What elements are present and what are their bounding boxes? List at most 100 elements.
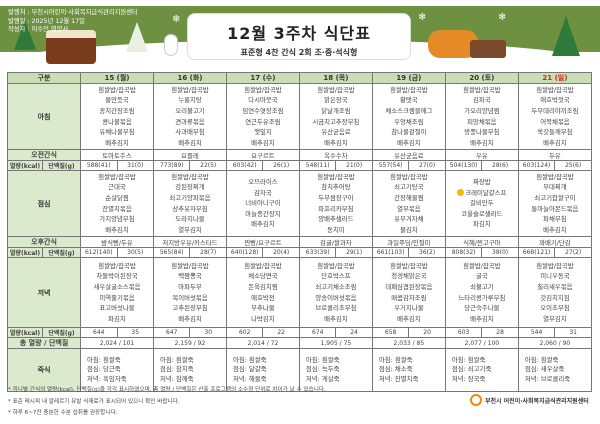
protein-value: 28(7) [189,247,227,258]
menu-item: 강된장찌개 [175,183,205,192]
menu-item: 동치미 [327,225,345,234]
day-header: 19 (금) [371,72,446,84]
menu-item: 견과류볶음 [175,117,205,126]
menu-item: 방풍나물무침 [464,128,500,137]
protein-value: 22(5) [189,160,227,171]
menu-item: 쇠고기양파볶음 [169,193,211,202]
snack-cell: 저지방우유/카스타드 [152,236,227,248]
menu-item: 김파국 [473,96,491,105]
menu-item: 참나물겉절이 [391,128,427,137]
menu-item: 채소스크램블에그 [385,106,433,115]
gingerbread-house-icon [46,30,96,64]
menu-item: 유산균음료 [321,128,351,137]
porridge-item: 점심: 새우살죽 [524,365,565,374]
porridge-item: 아침: 흰쌀죽 [378,355,413,364]
menu-item: 흰쌀밥/잡곡밥 [390,172,428,181]
kcal-value: 548(11) [298,160,337,171]
menu-item: 코울슬로샐러드 [461,209,503,218]
porridge-item: 아침: 흰쌀죽 [524,355,559,364]
snack-cell: 유산균음료 [371,149,446,161]
menu-cell: 흰쌀밥/잡곡밥 쇠고기탕국 간장해물찜 열무볶음 유부겨자채 물김치 [371,170,446,237]
menu-item: 열무김치 [178,225,202,234]
snack-cell: 식혜/찐고구마 [444,236,519,248]
menu-item: 근대국 [108,183,126,192]
day-header: 21 (일) [517,72,593,84]
menu-item: 흰쌀밥/잡곡밥 [98,85,136,94]
menu-item: 고추된장무침 [172,304,208,313]
menu-item: 흰쌀밥/잡곡밥 [317,261,355,270]
row-label-dinner: 저녁 [6,257,82,328]
menu-item: 사과배무침 [175,128,205,137]
menu-item: 가지양념무침 [99,215,135,224]
title-box: 12월 3주차 식단표 표준형 4찬 간식 2회 조·중·석식형 [187,13,411,60]
table-row: 열량(kcal) 단백질(g) 588(41) 31(0) 773(89) 22(5) 60… [7,160,592,171]
kcal-value: 603(124) [517,160,556,171]
porridge-item: 아침: 흰쌀죽 [87,355,121,364]
menu-item: 도라지나물 [175,215,205,224]
snack-cell: 요플레 [152,149,227,161]
protein-value: 27(2) [554,247,592,258]
kcal-value: 668(121) [517,247,556,258]
menu-item: 크레미달걀스프 [465,188,507,197]
menu-item: 오이초무침 [540,304,570,313]
menu-cell: 흰쌀밥/잡곡밥 미니우동국 칠리새우볶음 갓김치지짐 오이초무침 열무김치 [517,257,593,328]
day-header: 15 (월) [80,72,154,84]
menu-cell: 흰쌀밥/잡곡밥 다시마뭇국 임연수엿장조림 연근두유조림 깻잎지 배추김치 [225,83,300,150]
porridge-cell: 아침: 흰쌀죽 점심: 달걀죽 저녁: 해물죽 [225,348,300,392]
protein-value: 20(4) [262,247,300,258]
menu-item: 부대찌개 [543,183,567,192]
menu-item: 부추나물 [251,304,275,313]
menu-item: 유채나물무침 [99,128,135,137]
porridge-cell: 아침: 흰쌀죽 점심: 녹두죽 저녁: 게살죽 [298,348,373,392]
menu-item: 두부쌈장구이 [318,193,354,202]
menu-item: 쇠불고기 [470,282,494,291]
day-header: 16 (화) [152,72,227,84]
kcal-label: 열량(kcal) [7,327,43,338]
snack-cell: 밤식빵/두유 [80,236,154,248]
menu-cell: 흰쌀밥/잡곡밥 부대찌개 쇠고기찹쌀구이 통마늘아몬드볶음 파채무침 배추김치 [517,170,593,237]
menu-item: 가오리양념찜 [464,106,500,115]
porridge-item: 점심: 당근죽 [87,365,121,374]
menu-item: 열무김치 [543,314,567,323]
protein-value: 28 [481,327,519,338]
menu-item: 배추김치 [543,138,567,147]
menu-item: 황탯국 [400,96,418,105]
menu-item: 흰쌀밥/잡곡밥 [536,172,574,181]
total-value: 2,060 / 90 [517,337,593,349]
menu-cell: 흰쌀밥/잡곡밥 애호박젓국 두부데리야끼조림 어묵채볶음 쑥갓들깨무침 배추김치 [517,83,593,150]
porridge-cell: 아침: 흰쌀죽 점심: 채소죽 저녁: 잔멸치죽 [371,348,446,392]
porridge-item: 아침: 흰쌀죽 [305,355,340,364]
protein-label: 단백질(g) [41,247,82,258]
menu-item: 오므라이스 [248,178,278,187]
menu-item: 갓김치지짐 [540,293,570,302]
snack-cell: 옥수수차 [298,149,373,161]
porridge-item: 저녁: 흑임자죽 [87,374,127,383]
kcal-value: 603(42) [225,160,264,171]
publish-date: 발행일 : 2025년 12월 17일 [8,17,85,25]
snack-cell: 꽈배기/단감 [517,236,593,248]
porridge-item: 저녁: 게살죽 [305,374,340,383]
porridge-cell: 아침: 흰쌀죽 점심: 쇠고기죽 저녁: 장국죽 [444,348,519,392]
menu-item: 배추김치 [251,138,275,147]
menu-item: 닭날개조림 [321,106,351,115]
snowman-icon [164,34,178,56]
kcal-value: 588(41) [80,160,118,171]
menu-item: 배추김치 [178,314,202,323]
row-label-breakfast: 아침 [6,83,82,150]
menu-item: 배추김치 [397,138,421,147]
kcal-value: 808(32) [444,247,483,258]
menu-item: 청경채맑은국 [391,272,427,281]
row-label-am_snack: 오전간식 [6,149,82,161]
menu-item: 흰쌀밥/잡곡밥 [171,261,209,270]
menu-item: 배추김치 [324,138,348,147]
total-value: 2,159 / 92 [152,337,227,349]
menu-cell: 흰쌀밥/잡곡밥 근대국 순살닭찜 잔멸치볶음 가지양념무침 배추김치 [80,170,154,237]
menu-item: 물김치 [400,225,418,234]
menu-item: 파김치 [473,220,491,229]
menu-item: 상추유자무침 [172,204,208,213]
menu-item: 굴국 [475,272,488,281]
menu-item: 애호박젓국 [540,96,570,105]
snowflake-icon: ❄ [418,12,427,23]
menu-item: 배추김치 [105,225,129,234]
menu-item: 쇠고기채소조림 [315,282,357,291]
